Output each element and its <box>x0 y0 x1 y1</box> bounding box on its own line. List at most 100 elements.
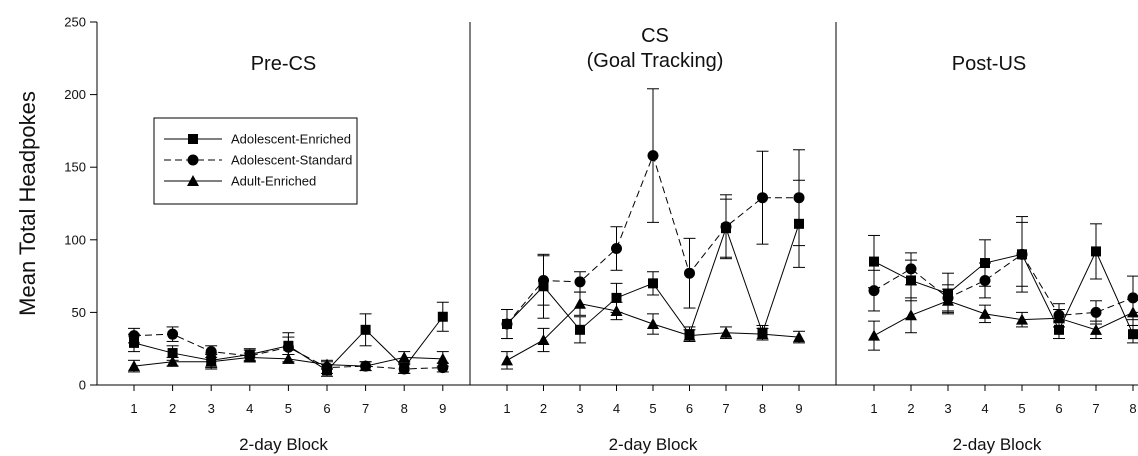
x-tick-label: 4 <box>613 401 620 416</box>
legend-entry: Adolescent-Standard <box>231 153 352 168</box>
panel-2: 1 2 3 4 5 6 7 8 9 2-day Block CS (Goal Tracking) <box>501 25 805 454</box>
x-tick-label: 7 <box>362 401 369 416</box>
data-point <box>321 358 333 370</box>
axes: 0 50 100 150 200 250 Mean Total Headpokes <box>15 15 1138 393</box>
data-point <box>1090 306 1102 318</box>
data-point <box>1128 329 1138 340</box>
x-tick-label: 6 <box>686 401 693 416</box>
data-point <box>683 329 696 341</box>
data-point <box>128 330 140 342</box>
x-tick-label: 4 <box>981 401 988 416</box>
data-point <box>979 307 991 319</box>
data-point <box>282 352 295 364</box>
data-point <box>1053 312 1065 324</box>
x-tick-label: 1 <box>130 401 137 416</box>
x-tick-label: 6 <box>1055 401 1062 416</box>
data-point <box>611 243 622 255</box>
series-adult-enriched <box>501 291 805 370</box>
data-point <box>166 355 179 367</box>
panel-title: (Goal Tracking) <box>587 50 724 72</box>
panel-title: CS <box>641 25 669 47</box>
data-point <box>1016 313 1028 325</box>
data-point <box>398 363 410 375</box>
data-point <box>793 192 805 204</box>
data-point <box>868 329 880 341</box>
data-point <box>437 311 448 322</box>
x-tick-label: 2 <box>169 401 176 416</box>
series-adolescent-standard <box>868 221 1138 328</box>
data-point <box>757 192 768 204</box>
panel-title: Pre-CS <box>251 53 317 75</box>
x-tick-label: 9 <box>795 401 802 416</box>
data-point <box>538 274 549 286</box>
data-point <box>942 294 954 306</box>
data-point <box>359 360 372 372</box>
data-point <box>187 175 199 186</box>
data-point <box>398 351 411 363</box>
y-tick-label: 100 <box>64 232 86 247</box>
x-tick-label: 8 <box>1129 401 1136 416</box>
legend-entry: Adolescent-Enriched <box>231 132 351 147</box>
x-tick-label: 6 <box>323 401 330 416</box>
data-point <box>647 150 659 162</box>
data-point <box>575 324 585 335</box>
x-tick-label: 3 <box>576 401 583 416</box>
data-point <box>1091 246 1101 257</box>
data-point <box>574 297 586 309</box>
x-tick-label: 8 <box>401 401 408 416</box>
data-point <box>611 292 622 303</box>
data-point <box>1090 323 1102 335</box>
y-tick-label: 50 <box>72 305 86 320</box>
data-point <box>167 328 179 340</box>
x-tick-label: 2 <box>540 401 547 416</box>
x-tick-label: 5 <box>1018 401 1025 416</box>
data-point <box>574 276 586 288</box>
x-axis-label: 2-day Block <box>953 435 1042 454</box>
data-point <box>905 263 917 275</box>
data-point <box>501 318 513 330</box>
data-point <box>282 341 294 353</box>
data-point <box>128 360 140 372</box>
series-adult-enriched <box>128 351 449 373</box>
x-tick-label: 3 <box>944 401 951 416</box>
data-point <box>436 352 449 364</box>
data-point <box>648 278 658 289</box>
data-point <box>979 274 991 286</box>
x-tick-label: 1 <box>870 401 877 416</box>
data-point <box>360 324 371 335</box>
data-point <box>205 355 218 367</box>
data-point <box>1127 292 1138 304</box>
x-tick-label: 1 <box>503 401 510 416</box>
series-adult-enriched <box>868 288 1138 351</box>
x-tick-label: 4 <box>246 401 253 416</box>
series-line <box>873 250 1138 335</box>
data-point <box>868 285 880 297</box>
data-point <box>187 154 199 166</box>
x-axis-label: 2-day Block <box>239 435 328 454</box>
legend: Adolescent-Enriched Adolescent-Standard Ad… <box>153 117 358 205</box>
data-point <box>905 309 917 321</box>
x-tick-label: 7 <box>1092 401 1099 416</box>
x-tick-label: 7 <box>722 401 729 416</box>
data-point <box>869 256 879 267</box>
data-point <box>1016 248 1028 260</box>
x-tick-label: 9 <box>439 401 446 416</box>
x-tick-label: 8 <box>759 401 766 416</box>
data-point <box>647 318 659 330</box>
x-tick-label: 3 <box>208 401 215 416</box>
y-tick-label: 0 <box>79 378 86 393</box>
legend-entry: Adult-Enriched <box>231 174 316 189</box>
x-axis-label: 2-day Block <box>609 435 698 454</box>
data-point <box>756 328 769 340</box>
x-tick-label: 5 <box>649 401 656 416</box>
x-tick-label: 2 <box>907 401 914 416</box>
data-point <box>537 333 550 345</box>
data-point <box>501 354 513 366</box>
y-tick-label: 150 <box>64 160 86 175</box>
panel-title: Post-US <box>952 53 1026 75</box>
panel-3: 1 2 3 4 5 6 7 8 2-day Block Post-US <box>868 53 1138 454</box>
data-point <box>720 326 732 338</box>
panel-1: 1 2 3 4 5 6 7 8 9 2-day Block Pre-CS <box>128 53 449 454</box>
data-point <box>437 362 449 374</box>
